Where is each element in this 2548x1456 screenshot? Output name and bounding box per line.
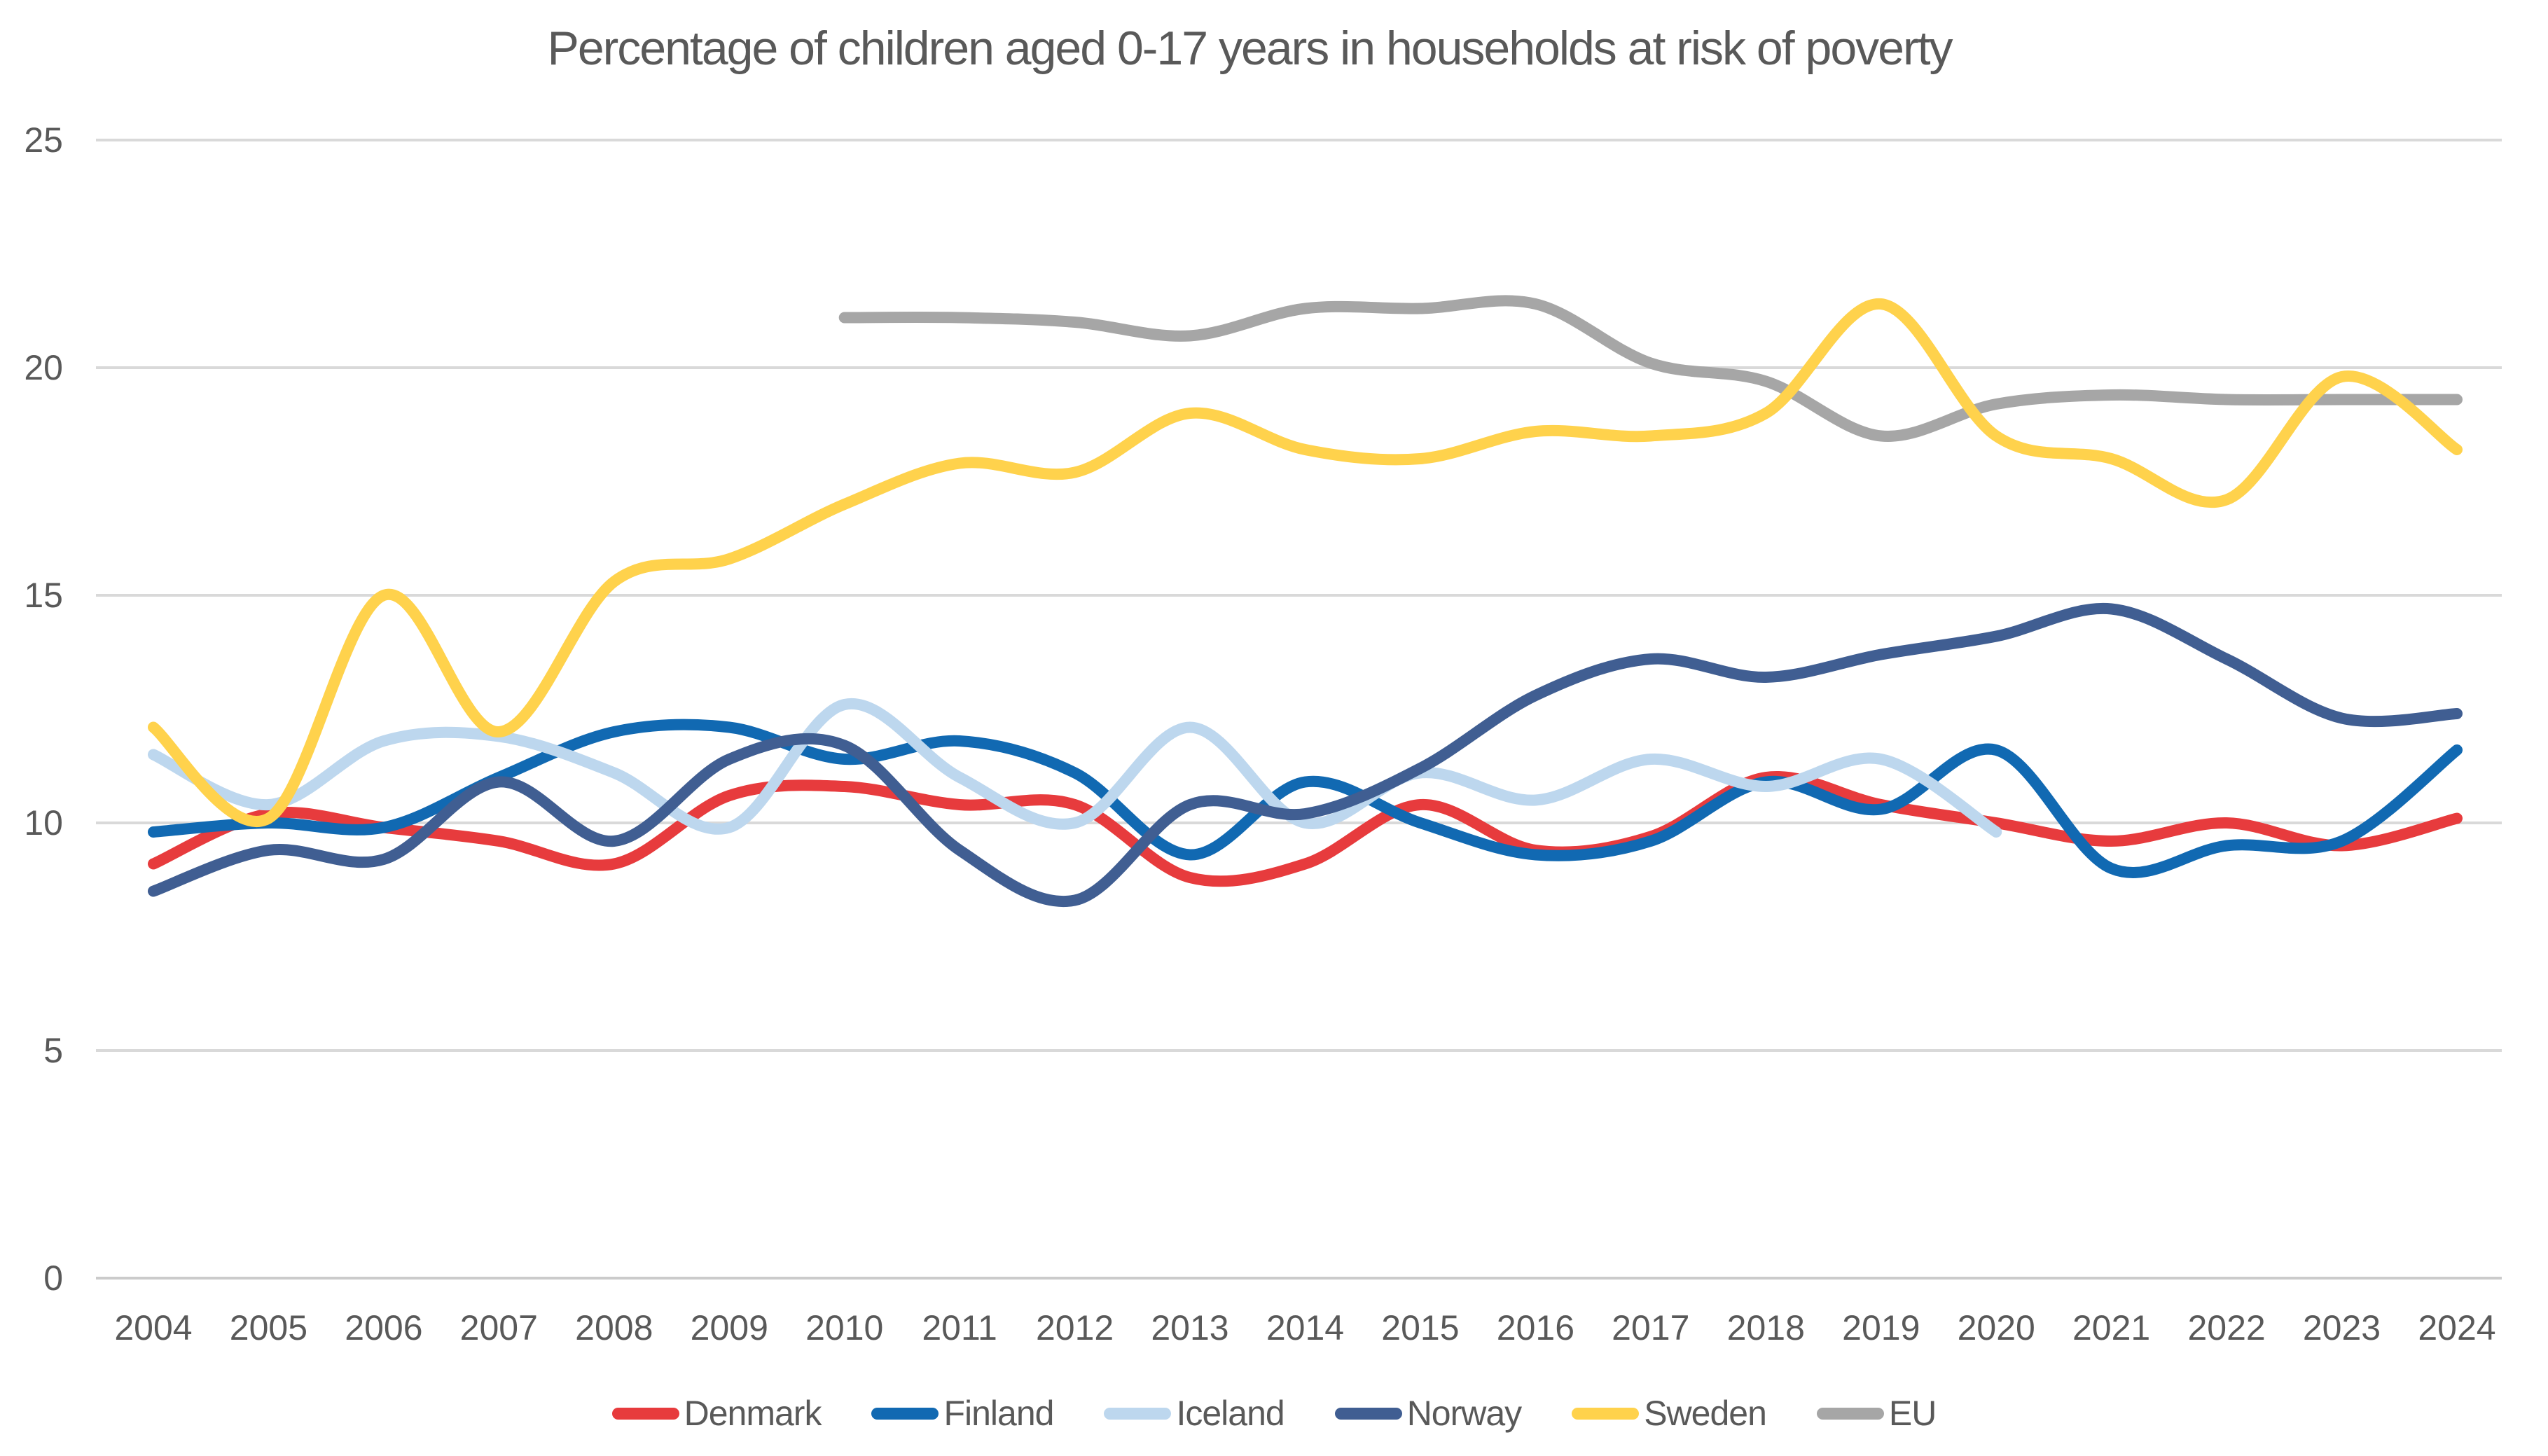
x-tick-label-2022: 2022: [2187, 1308, 2265, 1347]
legend-item-Sweden: Sweden: [1572, 1393, 1767, 1434]
legend-item-EU: EU: [1816, 1393, 1937, 1434]
legend-swatch-Norway: [1334, 1407, 1402, 1420]
legend-label-Norway: Norway: [1406, 1394, 1522, 1433]
series-line-Norway: [148, 602, 2463, 907]
x-tick-label-2004: 2004: [114, 1308, 192, 1347]
x-tick-label-2010: 2010: [805, 1308, 883, 1347]
legend-item-Finland: Finland: [871, 1393, 1054, 1434]
x-tick-label-2023: 2023: [2303, 1308, 2381, 1347]
x-tick-label-2019: 2019: [1842, 1308, 1920, 1347]
x-tick-label-2021: 2021: [2072, 1308, 2150, 1347]
legend-label-EU: EU: [1888, 1394, 1937, 1433]
x-tick-label-2012: 2012: [1036, 1308, 1114, 1347]
x-tick-label-2011: 2011: [922, 1308, 997, 1347]
series-line-Iceland: [148, 698, 2002, 838]
y-tick-label-0: 0: [43, 1259, 63, 1298]
x-tick-label-2005: 2005: [230, 1308, 307, 1347]
legend-item-Denmark: Denmark: [611, 1393, 822, 1434]
y-tick-label-15: 15: [24, 576, 63, 615]
legend-label-Iceland: Iceland: [1176, 1394, 1285, 1433]
x-tick-label-2015: 2015: [1381, 1308, 1459, 1347]
legend-swatch-Denmark: [611, 1407, 679, 1420]
legend-item-Norway: Norway: [1334, 1393, 1522, 1434]
series-line-Sweden: [148, 298, 2463, 827]
x-tick-label-2007: 2007: [460, 1308, 538, 1347]
legend-label-Finland: Finland: [943, 1394, 1054, 1433]
y-tick-label-25: 25: [24, 120, 63, 160]
series-line-Finland: [148, 719, 2463, 878]
legend-swatch-Iceland: [1104, 1407, 1172, 1420]
y-tick-label-10: 10: [24, 803, 63, 843]
legend-label-Sweden: Sweden: [1644, 1394, 1767, 1433]
x-tick-label-2006: 2006: [345, 1308, 422, 1347]
x-tick-label-2018: 2018: [1727, 1308, 1805, 1347]
x-tick-label-2009: 2009: [691, 1308, 768, 1347]
legend-swatch-EU: [1816, 1407, 1884, 1420]
legend-label-Denmark: Denmark: [684, 1394, 822, 1433]
legend-swatch-Finland: [871, 1407, 939, 1420]
chart-title: Percentage of children aged 0-17 years i…: [547, 22, 1953, 75]
x-tick-label-2020: 2020: [1958, 1308, 2035, 1347]
legend-swatch-Sweden: [1572, 1407, 1640, 1420]
legend-item-Iceland: Iceland: [1104, 1393, 1285, 1434]
x-tick-label-2017: 2017: [1612, 1308, 1689, 1347]
x-tick-label-2016: 2016: [1497, 1308, 1574, 1347]
x-tick-label-2024: 2024: [2418, 1308, 2495, 1347]
chart-legend: Denmark Finland Iceland Norway Sweden EU: [0, 1385, 2548, 1441]
y-tick-label-5: 5: [43, 1031, 63, 1070]
x-tick-label-2014: 2014: [1266, 1308, 1344, 1347]
x-tick-label-2008: 2008: [575, 1308, 653, 1347]
x-tick-label-2013: 2013: [1151, 1308, 1228, 1347]
y-tick-label-20: 20: [24, 348, 63, 387]
series-line-EU: [838, 295, 2463, 442]
